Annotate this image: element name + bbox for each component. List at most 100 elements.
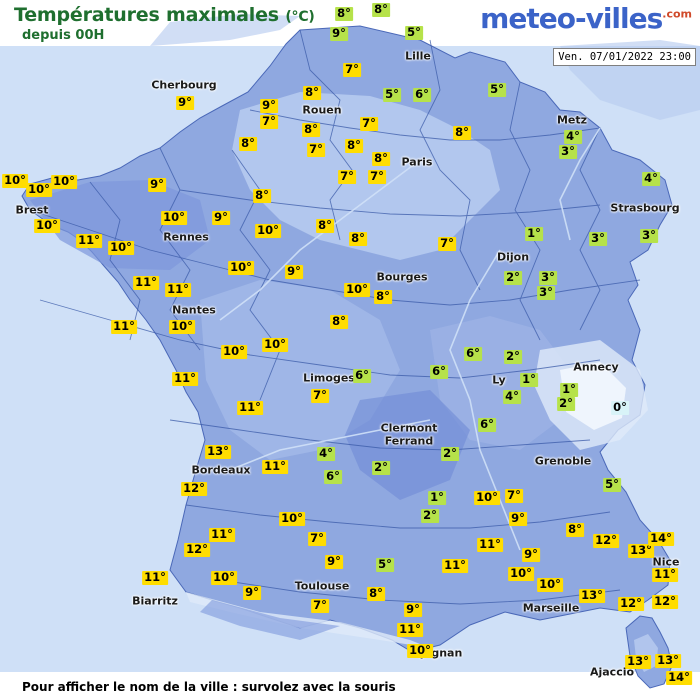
temperature-marker[interactable]: 9° — [522, 547, 540, 562]
temperature-marker[interactable]: 14° — [666, 670, 692, 685]
temperature-marker[interactable]: 4° — [317, 446, 335, 461]
site-logo[interactable]: meteo-villes.com — [480, 2, 692, 35]
temperature-marker[interactable]: 11° — [76, 233, 102, 248]
temperature-marker[interactable]: 7° — [438, 236, 456, 251]
temperature-marker[interactable]: 2° — [504, 349, 522, 364]
temperature-marker[interactable]: 7° — [307, 142, 325, 157]
temperature-marker[interactable]: 5° — [488, 82, 506, 97]
temperature-marker[interactable]: 10° — [34, 218, 60, 233]
temperature-marker[interactable]: 8° — [253, 188, 271, 203]
temperature-marker[interactable]: 4° — [642, 171, 660, 186]
temperature-marker[interactable]: 1° — [520, 372, 538, 387]
temperature-marker[interactable]: 6° — [464, 346, 482, 361]
temperature-marker[interactable]: 9° — [148, 177, 166, 192]
temperature-marker[interactable]: 8° — [367, 586, 385, 601]
temperature-marker[interactable]: 6° — [353, 368, 371, 383]
temperature-marker[interactable]: 2° — [421, 508, 439, 523]
temperature-marker[interactable]: 5° — [383, 87, 401, 102]
temperature-marker[interactable]: 7° — [338, 169, 356, 184]
temperature-marker[interactable]: 10° — [508, 566, 534, 581]
temperature-marker[interactable]: 10° — [108, 240, 134, 255]
temperature-marker[interactable]: 12° — [618, 596, 644, 611]
temperature-marker[interactable]: 8° — [303, 85, 321, 100]
temperature-marker[interactable]: 13° — [628, 543, 654, 558]
temperature-marker[interactable]: 8° — [330, 314, 348, 329]
temperature-marker[interactable]: 11° — [442, 558, 468, 573]
temperature-marker[interactable]: 7° — [308, 531, 326, 546]
temperature-marker[interactable]: 8° — [335, 6, 353, 21]
temperature-marker[interactable]: 10° — [26, 182, 52, 197]
temperature-marker[interactable]: 10° — [262, 337, 288, 352]
temperature-marker[interactable]: 13° — [579, 588, 605, 603]
temperature-marker[interactable]: 2° — [557, 396, 575, 411]
temperature-marker[interactable]: 11° — [111, 319, 137, 334]
temperature-marker[interactable]: 2° — [372, 460, 390, 475]
temperature-marker[interactable]: 7° — [311, 598, 329, 613]
temperature-marker[interactable]: 9° — [330, 26, 348, 41]
temperature-marker[interactable]: 9° — [285, 264, 303, 279]
temperature-marker[interactable]: 10° — [221, 344, 247, 359]
temperature-marker[interactable]: 8° — [372, 2, 390, 17]
temperature-marker[interactable]: 3° — [559, 144, 577, 159]
temperature-marker[interactable]: 2° — [504, 270, 522, 285]
temperature-marker[interactable]: 3° — [589, 231, 607, 246]
temperature-marker[interactable]: 11° — [652, 567, 678, 582]
temperature-marker[interactable]: 8° — [302, 122, 320, 137]
temperature-marker[interactable]: 9° — [176, 95, 194, 110]
temperature-marker[interactable]: 10° — [2, 173, 28, 188]
temperature-marker[interactable]: 13° — [205, 444, 231, 459]
temperature-marker[interactable]: 8° — [374, 289, 392, 304]
temperature-marker[interactable]: 10° — [161, 210, 187, 225]
temperature-marker[interactable]: 8° — [372, 151, 390, 166]
temperature-marker[interactable]: 9° — [404, 602, 422, 617]
temperature-marker[interactable]: 11° — [142, 570, 168, 585]
temperature-marker[interactable]: 11° — [165, 282, 191, 297]
temperature-marker[interactable]: 7° — [505, 488, 523, 503]
temperature-marker[interactable]: 3° — [539, 270, 557, 285]
temperature-marker[interactable]: 6° — [413, 87, 431, 102]
temperature-marker[interactable]: 10° — [51, 174, 77, 189]
temperature-marker[interactable]: 7° — [368, 169, 386, 184]
temperature-marker[interactable]: 14° — [648, 531, 674, 546]
temperature-marker[interactable]: 6° — [430, 364, 448, 379]
temperature-marker[interactable]: 8° — [453, 125, 471, 140]
temperature-marker[interactable]: 10° — [407, 643, 433, 658]
temperature-marker[interactable]: 11° — [262, 459, 288, 474]
temperature-marker[interactable]: 1° — [560, 382, 578, 397]
temperature-marker[interactable]: 10° — [537, 577, 563, 592]
temperature-marker[interactable]: 12° — [181, 481, 207, 496]
temperature-marker[interactable]: 9° — [260, 98, 278, 113]
temperature-marker[interactable]: 8° — [345, 138, 363, 153]
temperature-marker[interactable]: 2° — [441, 446, 459, 461]
temperature-marker[interactable]: 7° — [260, 114, 278, 129]
temperature-marker[interactable]: 10° — [211, 570, 237, 585]
temperature-marker[interactable]: 10° — [255, 223, 281, 238]
temperature-marker[interactable]: 8° — [239, 136, 257, 151]
temperature-marker[interactable]: 3° — [640, 228, 658, 243]
temperature-marker[interactable]: 0° — [611, 400, 629, 415]
temperature-marker[interactable]: 5° — [405, 25, 423, 40]
temperature-marker[interactable]: 13° — [625, 654, 651, 669]
temperature-marker[interactable]: 11° — [133, 275, 159, 290]
temperature-marker[interactable]: 10° — [474, 490, 500, 505]
temperature-marker[interactable]: 8° — [316, 218, 334, 233]
temperature-marker[interactable]: 5° — [603, 477, 621, 492]
temperature-marker[interactable]: 11° — [477, 537, 503, 552]
temperature-marker[interactable]: 7° — [360, 116, 378, 131]
temperature-marker[interactable]: 9° — [243, 585, 261, 600]
temperature-marker[interactable]: 11° — [172, 371, 198, 386]
temperature-marker[interactable]: 12° — [593, 533, 619, 548]
temperature-marker[interactable]: 9° — [509, 511, 527, 526]
temperature-marker[interactable]: 9° — [212, 210, 230, 225]
temperature-marker[interactable]: 10° — [344, 282, 370, 297]
temperature-marker[interactable]: 11° — [209, 527, 235, 542]
temperature-marker[interactable]: 12° — [184, 542, 210, 557]
temperature-marker[interactable]: 11° — [237, 400, 263, 415]
temperature-marker[interactable]: 8° — [566, 522, 584, 537]
temperature-marker[interactable]: 4° — [564, 129, 582, 144]
temperature-marker[interactable]: 7° — [343, 62, 361, 77]
temperature-marker[interactable]: 9° — [325, 554, 343, 569]
temperature-marker[interactable]: 5° — [376, 557, 394, 572]
temperature-marker[interactable]: 1° — [428, 490, 446, 505]
temperature-marker[interactable]: 13° — [655, 653, 681, 668]
